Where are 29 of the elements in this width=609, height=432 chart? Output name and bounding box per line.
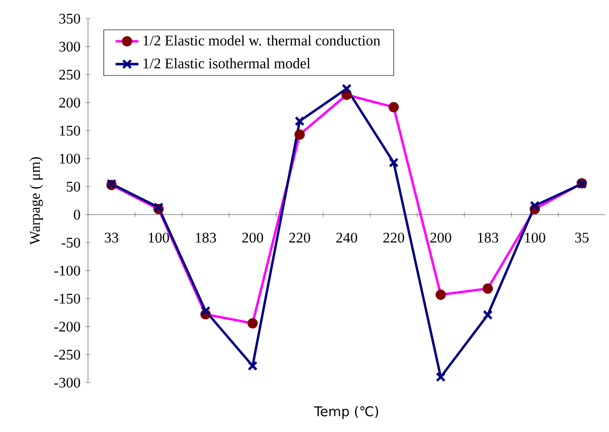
x-tick-label: 100: [148, 232, 169, 243]
y-tick-label: 350: [59, 14, 80, 24]
y-tick-label: 50: [66, 182, 80, 192]
x-tick-label: 33: [104, 232, 118, 243]
x-tick-label: 183: [478, 232, 498, 243]
y-tick-label: -50: [62, 238, 80, 248]
y-tick-label: 250: [59, 70, 80, 80]
y-tick-label: -150: [54, 294, 80, 304]
x-tick-label: 220: [383, 232, 404, 243]
y-tick-label: 100: [60, 154, 80, 164]
y-tick-label: -250: [54, 350, 80, 360]
y-tick-label: 300: [59, 42, 80, 52]
legend-label: 1/2 Elastic model w. thermal conduction: [144, 35, 380, 46]
x-axis-title: Temp (℃): [314, 406, 378, 419]
x-tick-label: 35: [575, 232, 589, 243]
y-tick-label: 0: [74, 210, 80, 220]
y-tick-label: 200: [59, 98, 80, 108]
x-tick-label: 100: [525, 232, 546, 243]
x-tick-label: 240: [336, 232, 358, 243]
x-tick-label: 220: [289, 232, 310, 243]
x-tick-label: 183: [196, 232, 216, 243]
x-tick-label: 200: [430, 232, 452, 243]
y-tick-label: -100: [54, 266, 80, 276]
legend-label: 1/2 Elastic isothermal model: [144, 58, 310, 68]
y-tick-label: 150: [60, 126, 80, 136]
x-tick-label: 200: [242, 232, 264, 243]
y-tick-label: -200: [54, 322, 80, 332]
y-axis-title: Warpage ( μm): [30, 157, 43, 245]
y-tick-label: -300: [54, 378, 80, 388]
